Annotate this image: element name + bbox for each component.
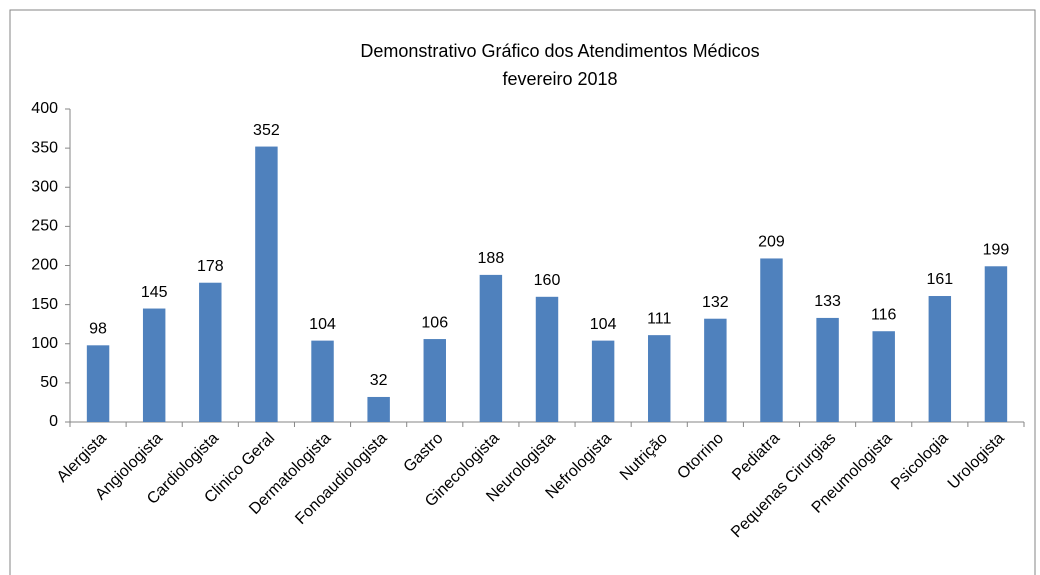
chart-subtitle: fevereiro 2018 (502, 69, 617, 89)
bar (704, 318, 727, 422)
data-label: 160 (534, 272, 561, 289)
x-tick-label: Otorrino (674, 430, 727, 483)
data-label: 132 (702, 294, 729, 311)
data-label: 145 (141, 284, 168, 301)
data-label: 209 (758, 234, 785, 251)
bar (479, 274, 503, 422)
y-tick-label: 200 (31, 257, 58, 274)
x-tick-label: Psicologia (888, 430, 952, 494)
data-label: 352 (253, 122, 280, 139)
y-tick-label: 50 (40, 374, 58, 391)
data-label: 104 (590, 316, 617, 333)
bar (535, 296, 559, 422)
y-tick-label: 150 (31, 296, 58, 313)
bar (311, 340, 334, 422)
x-tick-label: Pediatra (729, 430, 783, 484)
data-label: 188 (478, 250, 505, 267)
data-label: 32 (370, 372, 388, 389)
bar (648, 335, 671, 422)
bar (367, 396, 390, 422)
data-label: 106 (421, 314, 448, 331)
x-tick-label: Gastro (401, 430, 447, 476)
bar (255, 146, 278, 422)
data-label: 178 (197, 258, 224, 275)
x-tick-label: Nutrição (617, 430, 671, 484)
data-label: 116 (871, 306, 897, 323)
bar (816, 317, 839, 422)
bar (760, 258, 783, 422)
bar (199, 282, 222, 422)
bar (142, 308, 166, 422)
x-tick-label: Urologista (945, 430, 1008, 493)
bar (423, 339, 446, 422)
data-label: 98 (89, 321, 107, 338)
data-label: 199 (983, 242, 1010, 259)
bar (928, 296, 952, 422)
y-tick-label: 400 (31, 100, 58, 117)
chart-title: Demonstrativo Gráfico dos Atendimentos M… (360, 41, 759, 61)
y-tick-label: 300 (31, 178, 58, 195)
bar (86, 345, 110, 422)
data-label: 111 (647, 310, 671, 327)
y-tick-label: 250 (31, 218, 58, 235)
bar (872, 331, 895, 422)
y-tick-label: 100 (31, 335, 58, 352)
chart-frame (9, 9, 1036, 575)
bar (984, 266, 1008, 422)
data-label: 133 (814, 293, 841, 310)
data-label: 161 (926, 271, 953, 288)
y-tick-label: 0 (49, 413, 58, 430)
bar (591, 340, 615, 422)
data-label: 104 (309, 316, 336, 333)
x-tick-label: Pequenas Cirurgias (728, 430, 839, 541)
y-tick-label: 350 (31, 139, 58, 156)
x-tick-label: Alergista (54, 430, 110, 486)
